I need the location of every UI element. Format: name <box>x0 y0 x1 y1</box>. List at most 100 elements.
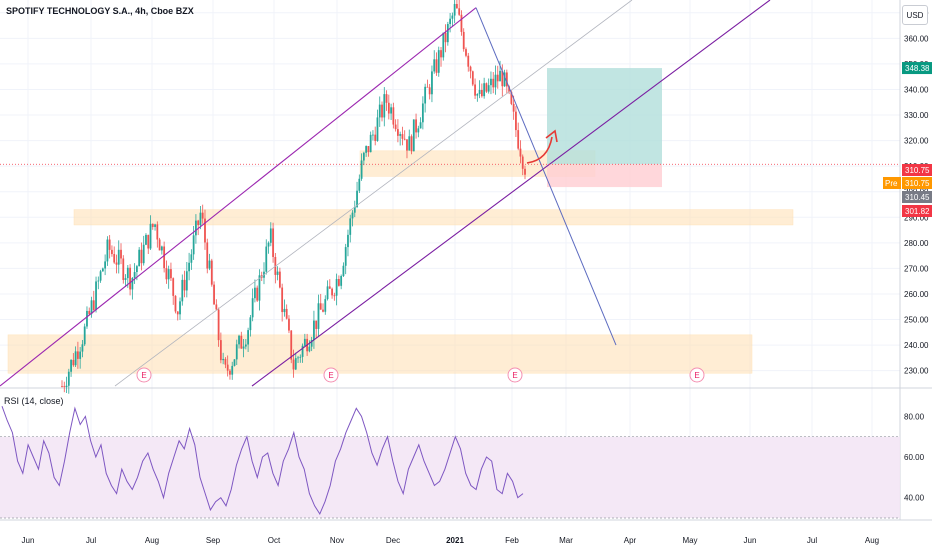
candle-body <box>254 287 256 299</box>
candle-body <box>490 78 492 86</box>
candle-body <box>147 234 150 249</box>
candle-body <box>328 286 331 289</box>
candle-body <box>179 301 181 315</box>
candle-body <box>172 278 175 296</box>
candle-body <box>108 239 111 250</box>
candle-body <box>467 55 470 67</box>
candle-body <box>499 70 501 82</box>
x-tick-label: Jun <box>22 536 35 545</box>
candle-body <box>424 86 427 104</box>
candle-body <box>290 330 293 360</box>
x-tick-label: Sep <box>206 536 221 545</box>
candle-body <box>269 228 272 243</box>
pre-market-tag-label: Pre <box>885 179 898 188</box>
candle-body <box>106 239 109 262</box>
candle-body <box>319 303 322 310</box>
earnings-marker <box>323 367 339 383</box>
candle-body <box>242 346 245 349</box>
candle-body <box>456 3 458 9</box>
candle-body <box>113 254 116 263</box>
chart-title: SPOTIFY TECHNOLOGY S.A., 4h, Cboe BZX <box>6 6 194 16</box>
y-tick-label: 320.00 <box>904 137 929 146</box>
candle-body <box>449 18 452 25</box>
candle-body <box>238 335 240 345</box>
currency-button[interactable]: USD <box>902 5 928 25</box>
candle-body <box>90 300 93 315</box>
candle-body <box>512 103 515 112</box>
candle-body <box>446 24 449 43</box>
candle-body <box>176 311 179 315</box>
candle-body <box>374 134 377 141</box>
candle-body <box>244 344 247 347</box>
candle-body <box>326 286 329 300</box>
candle-body <box>160 246 163 251</box>
candle-body <box>281 287 284 313</box>
candle-body <box>412 119 415 152</box>
candle-body <box>74 351 77 366</box>
candle-body <box>217 309 220 341</box>
candle-body <box>63 386 66 388</box>
earnings-marker-label: E <box>512 371 517 380</box>
candle-body <box>308 346 311 352</box>
candle-body <box>353 206 356 213</box>
y-tick-label: 280.00 <box>904 239 929 248</box>
candle-body <box>458 8 461 15</box>
price-badge <box>902 164 932 176</box>
x-tick-label: Nov <box>330 536 344 545</box>
candle-body <box>231 365 234 375</box>
candle-body <box>444 32 447 43</box>
candle-body <box>101 268 104 272</box>
candle-body <box>61 386 63 387</box>
candle-body <box>356 190 358 207</box>
candle-body <box>315 320 318 329</box>
candle-body <box>342 265 345 277</box>
candle-body <box>154 224 156 227</box>
candle-body <box>503 72 506 87</box>
descending-trendline <box>475 7 617 346</box>
candle-body <box>313 320 315 340</box>
candle-body <box>158 239 161 251</box>
price-badge <box>902 205 932 217</box>
candle-body <box>81 344 84 352</box>
candle-body <box>192 235 195 255</box>
price-badge <box>902 177 932 189</box>
candle-body <box>317 303 320 329</box>
candle-body <box>399 134 402 136</box>
pre-market-tag <box>883 177 901 189</box>
candle-body <box>138 249 141 267</box>
candle-body <box>340 276 343 286</box>
candle-body <box>421 103 424 123</box>
candle-body <box>170 269 172 279</box>
candle-body <box>476 94 479 96</box>
candle-body <box>358 178 361 191</box>
earnings-marker <box>136 367 152 383</box>
candle-body <box>462 31 465 50</box>
candle-body <box>126 267 129 279</box>
candle-body <box>201 212 204 219</box>
y-tick-label: 240.00 <box>904 341 929 350</box>
candle-body <box>65 385 68 388</box>
rsi-tick-label: 80.00 <box>904 412 925 421</box>
candle-body <box>508 86 511 92</box>
y-tick-label: 250.00 <box>904 316 929 325</box>
price-badge-label: 301.82 <box>905 207 930 216</box>
candle-body <box>219 340 222 361</box>
candle-body <box>256 287 259 301</box>
price-badge-label: 310.45 <box>905 193 930 202</box>
x-tick-label: Jul <box>807 536 817 545</box>
candle-body <box>135 266 138 273</box>
y-tick-label: 360.00 <box>904 34 929 43</box>
x-tick-label: Jul <box>86 536 96 545</box>
candle-body <box>360 160 363 179</box>
candle-body <box>465 49 467 56</box>
earnings-marker <box>507 367 523 383</box>
x-tick-label: Oct <box>268 536 281 545</box>
price-badge <box>902 62 932 75</box>
candle-body <box>195 220 197 236</box>
candle-body <box>120 249 122 259</box>
candle-body <box>215 304 218 310</box>
candle-body <box>117 249 120 265</box>
candle-body <box>410 136 413 152</box>
candle-body <box>297 357 299 359</box>
